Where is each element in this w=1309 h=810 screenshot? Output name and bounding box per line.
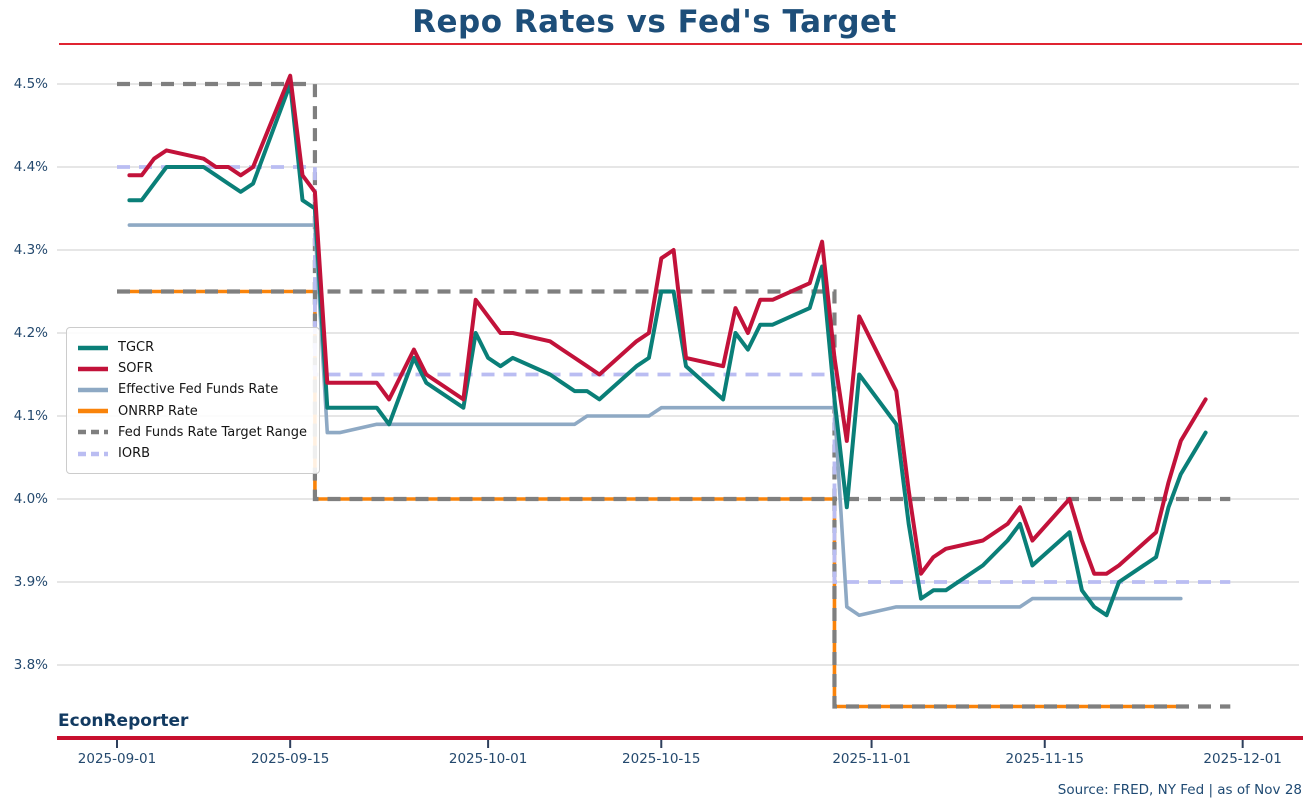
x-tick-label: 2025-09-15 xyxy=(250,751,330,767)
legend-label: Fed Funds Rate Target Range xyxy=(118,424,308,440)
legend-swatch-solid-line xyxy=(78,387,108,393)
legend-item: TGCR xyxy=(77,337,307,358)
legend-item: Fed Funds Rate Target Range xyxy=(77,422,307,443)
legend-swatch-solid-line xyxy=(78,345,108,350)
x-tick-label: 2025-12-01 xyxy=(1203,751,1282,767)
legend-label: ONRRP Rate xyxy=(118,403,198,419)
legend-swatch-dashed-line xyxy=(78,430,108,435)
x-tick-label: 2025-11-01 xyxy=(832,751,911,767)
legend-swatch-dashed-line xyxy=(78,451,108,456)
legend-label: SOFR xyxy=(118,361,153,377)
y-tick-label: 4.2% xyxy=(13,325,48,341)
x-tick-label: 2025-11-15 xyxy=(1005,751,1084,767)
y-tick-label: 4.3% xyxy=(13,242,48,258)
legend-label: TGCR xyxy=(118,340,155,356)
legend-label: Effective Fed Funds Rate xyxy=(118,382,279,398)
y-tick-label: 4.1% xyxy=(13,408,48,424)
y-tick-label: 3.8% xyxy=(13,657,48,673)
fed-target-upper-line xyxy=(117,81,1231,502)
source-attribution: Source: FRED, NY Fed | as of Nov 28 xyxy=(1057,782,1302,798)
brand-watermark: EconReporter xyxy=(58,711,189,731)
x-tick-label: 2025-10-01 xyxy=(448,751,528,767)
y-tick-label: 4.5% xyxy=(13,76,48,92)
sofr-line xyxy=(127,73,1208,576)
iorb-line xyxy=(117,165,1231,584)
y-tick-label: 3.9% xyxy=(13,574,48,590)
tgcr-line xyxy=(127,82,1208,618)
y-tick-label: 4.0% xyxy=(13,491,48,507)
chart-title: Repo Rates vs Fed's Target xyxy=(412,4,897,40)
legend-swatch-solid-line xyxy=(78,366,108,372)
legend-label: IORB xyxy=(118,446,151,462)
effr-line xyxy=(127,223,1183,618)
footer-rule-divider xyxy=(57,736,1303,740)
legend-item: Effective Fed Funds Rate xyxy=(77,379,307,400)
fed-target-lower-line xyxy=(117,289,1231,709)
legend-swatch-solid-line xyxy=(78,408,108,414)
title-rule-divider xyxy=(59,43,1302,45)
legend-item: ONRRP Rate xyxy=(77,401,307,422)
x-tick-label: 2025-09-01 xyxy=(77,751,157,767)
x-tick-label: 2025-10-15 xyxy=(622,751,701,767)
legend-item: IORB xyxy=(77,443,307,464)
chart-legend: TGCR SOFR Effective Fed Funds Rate ONRRP Ra… xyxy=(66,327,321,475)
y-tick-label: 4.4% xyxy=(13,159,48,175)
legend-item: SOFR xyxy=(77,358,307,379)
